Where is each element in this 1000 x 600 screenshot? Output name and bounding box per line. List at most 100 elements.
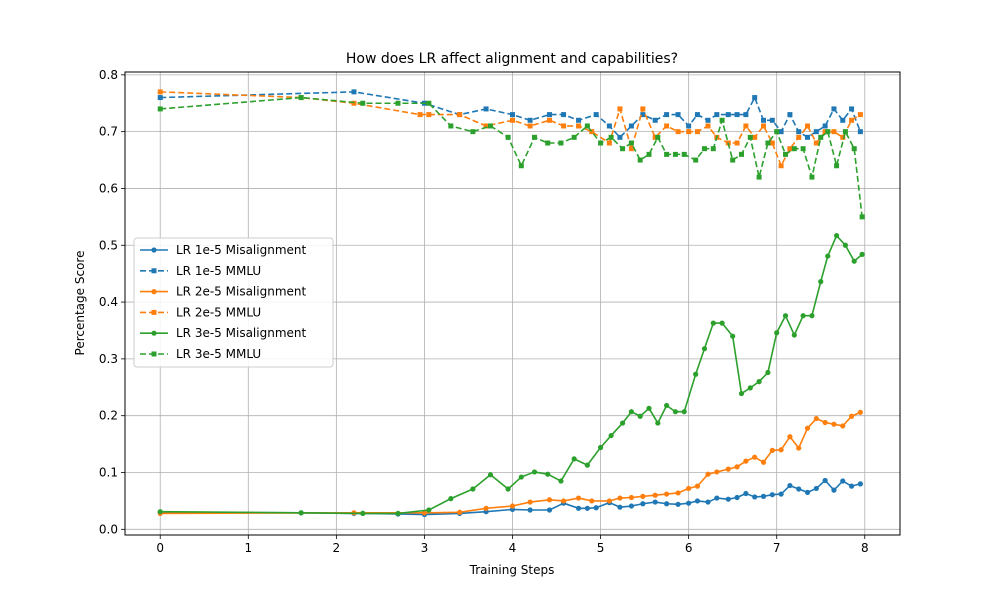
legend: LR 1e-5 Misalignment LR 1e-5 MMLU LR 2e-5 … bbox=[133, 237, 334, 368]
data-point bbox=[805, 123, 811, 129]
data-point bbox=[857, 129, 863, 135]
data-point bbox=[842, 129, 848, 135]
data-point bbox=[298, 510, 304, 516]
data-point bbox=[652, 134, 658, 140]
data-point bbox=[694, 112, 700, 118]
data-point bbox=[734, 112, 740, 118]
data-point bbox=[791, 146, 797, 152]
data-point bbox=[760, 493, 767, 499]
data-point bbox=[783, 151, 789, 157]
data-point bbox=[743, 458, 749, 464]
data-point bbox=[769, 140, 775, 146]
data-point bbox=[640, 493, 646, 499]
data-point bbox=[457, 112, 463, 118]
legend-label: LR 1e-5 MMLU bbox=[176, 264, 261, 278]
data-point bbox=[787, 146, 793, 152]
data-point bbox=[719, 320, 725, 326]
data-point bbox=[558, 478, 564, 484]
data-point bbox=[760, 459, 767, 465]
data-point bbox=[800, 313, 806, 319]
data-point bbox=[760, 123, 766, 129]
data-point bbox=[840, 478, 846, 484]
data-point bbox=[787, 482, 793, 489]
y-tick-label: 0.8 bbox=[99, 68, 118, 82]
data-point bbox=[655, 420, 661, 426]
data-point bbox=[765, 140, 771, 146]
data-point bbox=[714, 469, 720, 475]
series-line-lr-2e-5-mmlu bbox=[160, 91, 861, 167]
data-point bbox=[756, 379, 762, 385]
data-point bbox=[840, 117, 846, 123]
data-point bbox=[760, 117, 766, 123]
data-point bbox=[675, 112, 681, 118]
data-point bbox=[822, 419, 828, 426]
data-point bbox=[675, 490, 681, 496]
data-point bbox=[584, 505, 590, 511]
data-point bbox=[589, 129, 595, 135]
data-point bbox=[804, 425, 811, 431]
data-point bbox=[637, 157, 643, 163]
data-point bbox=[640, 106, 646, 112]
data-point bbox=[834, 163, 840, 169]
data-point bbox=[857, 481, 863, 487]
legend-marker bbox=[151, 330, 157, 336]
data-point bbox=[545, 471, 551, 477]
data-point bbox=[617, 106, 623, 112]
data-point bbox=[778, 129, 784, 135]
data-point bbox=[694, 498, 701, 504]
data-point bbox=[637, 413, 643, 419]
data-point bbox=[527, 499, 533, 505]
data-point bbox=[693, 157, 699, 163]
data-point bbox=[561, 112, 567, 118]
data-point bbox=[527, 117, 533, 123]
data-point bbox=[470, 486, 476, 492]
data-point bbox=[734, 494, 740, 501]
data-point bbox=[558, 140, 564, 146]
series-lr-3e-5-misalignment bbox=[157, 233, 865, 517]
data-point bbox=[831, 487, 837, 493]
legend-marker bbox=[151, 289, 157, 295]
data-point bbox=[831, 106, 837, 112]
data-point bbox=[395, 100, 401, 106]
data-point bbox=[576, 117, 582, 123]
data-point bbox=[681, 151, 687, 157]
data-point bbox=[743, 123, 749, 129]
x-tick-label: 2 bbox=[333, 541, 341, 555]
data-point bbox=[705, 117, 711, 123]
data-point bbox=[628, 123, 634, 129]
data-point bbox=[510, 117, 515, 123]
data-point bbox=[652, 492, 658, 498]
data-point bbox=[457, 509, 463, 515]
data-point bbox=[546, 112, 552, 118]
data-point bbox=[598, 140, 604, 146]
data-point bbox=[646, 405, 652, 411]
data-point bbox=[576, 123, 582, 129]
data-point bbox=[822, 123, 828, 129]
legend-label: LR 3e-5 MMLU bbox=[176, 347, 261, 361]
data-point bbox=[510, 112, 515, 118]
x-axis-ticks: 0 1 2 3 4 5 6 7 8 bbox=[156, 535, 869, 555]
data-point bbox=[157, 106, 163, 112]
data-point bbox=[560, 498, 567, 504]
data-point bbox=[571, 134, 577, 140]
data-point bbox=[646, 151, 652, 157]
legend-item: LR 2e-5 MMLU bbox=[140, 305, 261, 319]
data-point bbox=[505, 486, 511, 492]
data-point bbox=[738, 390, 745, 397]
data-point bbox=[686, 485, 692, 492]
data-point bbox=[584, 123, 590, 129]
data-point bbox=[743, 112, 749, 118]
data-point bbox=[725, 112, 731, 118]
data-point bbox=[825, 129, 831, 135]
data-point bbox=[351, 89, 357, 95]
data-point bbox=[664, 491, 670, 497]
y-tick-label: 0.2 bbox=[99, 409, 118, 423]
data-point bbox=[571, 456, 577, 462]
data-point bbox=[606, 498, 612, 504]
data-point bbox=[487, 123, 493, 129]
data-point bbox=[743, 490, 749, 497]
data-point bbox=[527, 507, 533, 513]
data-point bbox=[483, 123, 489, 129]
data-point bbox=[705, 123, 711, 129]
data-point bbox=[859, 251, 865, 257]
